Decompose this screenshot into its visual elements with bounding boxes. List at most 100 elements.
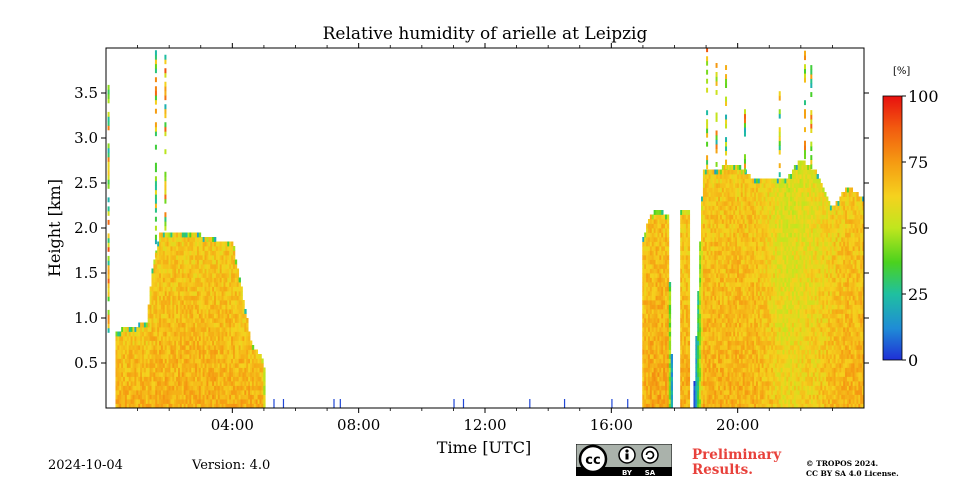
heatmap-cell — [172, 363, 175, 368]
heatmap-cell — [229, 246, 232, 251]
heatmap-cell — [757, 367, 761, 373]
heatmap-cell — [754, 291, 757, 296]
heatmap-cell — [164, 381, 168, 386]
heatmap-cell — [750, 246, 753, 251]
heatmap-cell — [198, 286, 202, 292]
heatmap-cell — [646, 349, 649, 355]
heatmap-cell — [189, 358, 192, 364]
heatmap-cell — [214, 358, 217, 364]
heatmap-cell — [727, 372, 730, 377]
heatmap-cell — [755, 309, 759, 314]
heatmap-cell — [687, 336, 691, 341]
heatmap-cell — [683, 273, 687, 278]
heatmap-cell — [181, 331, 185, 337]
heatmap-cell — [166, 232, 169, 238]
heatmap-cell — [255, 399, 258, 404]
heatmap-cell — [181, 268, 185, 274]
heatmap-cell — [653, 282, 656, 287]
heatmap-cell — [646, 300, 649, 305]
heatmap-cell — [166, 250, 169, 256]
heatmap-cell — [723, 322, 727, 328]
heatmap-cell — [649, 372, 653, 377]
heatmap-cell — [727, 228, 730, 233]
heatmap-column — [668, 282, 672, 408]
heatmap-cell — [682, 354, 685, 359]
heatmap-cell — [744, 340, 747, 346]
heatmap-cell — [748, 385, 751, 391]
heatmap-cell — [193, 246, 196, 251]
heatmap-cell — [242, 403, 245, 408]
heatmap-cell — [697, 331, 700, 337]
heatmap-cell — [666, 358, 670, 364]
heatmap-cell — [121, 394, 124, 400]
heatmap-cell — [212, 291, 215, 296]
heatmap-cell — [680, 255, 683, 260]
heatmap-cell — [185, 273, 188, 278]
heatmap-cell — [704, 367, 708, 373]
heatmap-cell — [195, 394, 198, 400]
heatmap-cell — [647, 399, 651, 404]
heatmap-cell — [735, 381, 738, 386]
heatmap-cell — [187, 390, 190, 395]
heatmap-cell — [693, 381, 696, 386]
heatmap-cell — [221, 358, 224, 364]
heatmap-cell — [164, 363, 168, 368]
heatmap-cell — [738, 219, 742, 224]
heatmap-cell — [754, 295, 757, 301]
heatmap-cell — [710, 372, 713, 377]
heatmap-cell — [195, 286, 198, 292]
heatmap-cell — [229, 367, 232, 373]
heatmap-cell — [149, 394, 152, 400]
heatmap-cell — [750, 250, 753, 256]
heatmap-cell — [240, 376, 243, 382]
heatmap-cell — [210, 331, 213, 337]
heatmap-cell — [145, 354, 149, 359]
heatmap-cell — [682, 394, 685, 400]
heatmap-cell — [221, 291, 224, 296]
heatmap-cell — [750, 322, 753, 328]
heatmap-cell — [666, 327, 670, 332]
heatmap-cell — [721, 372, 725, 377]
heatmap-cell — [157, 399, 160, 404]
heatmap-cell — [754, 358, 757, 364]
heatmap-cell — [195, 313, 198, 319]
heatmap-cell — [714, 219, 717, 224]
heatmap-cell — [657, 277, 660, 283]
heatmap-cell — [191, 322, 194, 328]
heatmap-cell — [147, 363, 150, 368]
heatmap-cell — [164, 354, 168, 359]
heatmap-cell — [196, 340, 200, 346]
heatmap-cell — [174, 250, 177, 256]
heatmap-cell — [234, 336, 238, 341]
heatmap-cell — [754, 304, 757, 310]
heatmap-cell — [702, 313, 706, 319]
heatmap-cell — [236, 300, 240, 305]
heatmap-cell — [714, 358, 717, 364]
heatmap-cell — [727, 349, 730, 355]
heatmap-cell — [187, 354, 190, 359]
heatmap-cell — [731, 165, 734, 170]
heatmap-cell — [185, 367, 188, 373]
heatmap-cell — [195, 336, 198, 341]
heatmap-cell — [746, 340, 749, 346]
heatmap-cell — [668, 327, 672, 332]
heatmap-cell — [714, 259, 717, 265]
heatmap-cell — [223, 372, 226, 377]
heatmap-cell — [178, 331, 181, 337]
heatmap-cell — [733, 304, 736, 310]
heatmap-cell — [723, 255, 727, 260]
heatmap-cell — [217, 358, 221, 364]
heatmap-cell — [246, 381, 249, 386]
heatmap-cell — [253, 381, 257, 386]
heatmap-cell — [655, 340, 658, 346]
heatmap-cell — [752, 264, 755, 269]
heatmap-cell — [153, 322, 156, 328]
heatmap-cell — [663, 349, 666, 355]
heatmap-cell — [719, 381, 723, 386]
heatmap-cell — [666, 214, 670, 220]
heatmap-cell — [740, 340, 744, 346]
heatmap-cell — [742, 322, 746, 328]
heatmap-cell — [240, 318, 243, 323]
heatmap-cell — [234, 318, 238, 323]
heatmap-cell — [721, 178, 725, 184]
